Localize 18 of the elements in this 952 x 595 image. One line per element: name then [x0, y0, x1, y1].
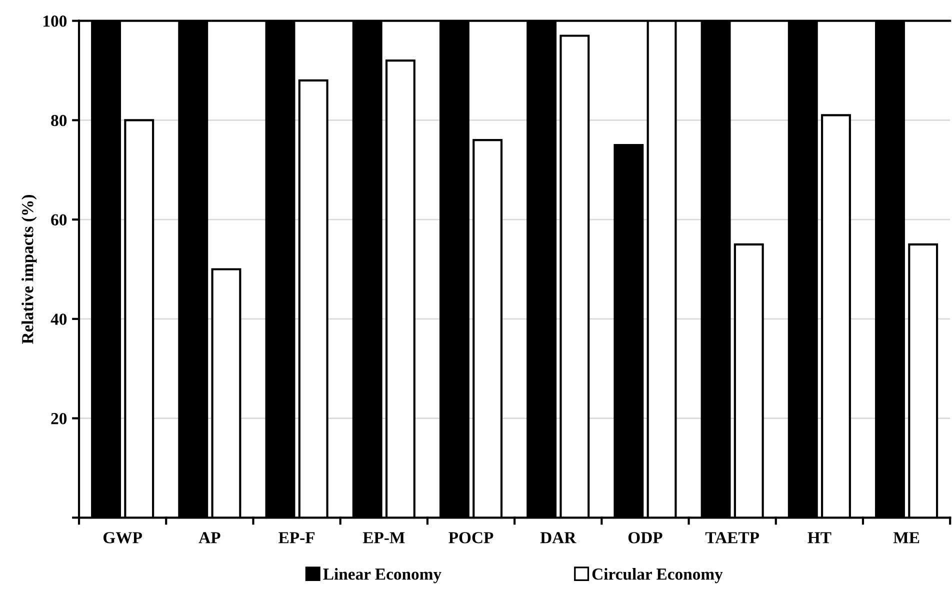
x-tick-label: POCP [448, 532, 494, 544]
y-tick-label: 40 [50, 314, 67, 325]
x-tick-label: GWP [103, 532, 142, 544]
x-tick-label: HT [808, 532, 832, 544]
x-tick-label: ME [893, 532, 920, 544]
y-tick-label: 80 [51, 114, 67, 126]
x-tick-label: EP-F [278, 532, 315, 544]
y-axis-title: Relative impacts (%) [22, 194, 37, 344]
y-tick-label: 60 [51, 214, 67, 226]
x-tick-label: AP [198, 532, 220, 544]
y-tick-label: 100 [44, 16, 67, 27]
x-tick-label: ODP [628, 532, 662, 544]
legend-label: Circular Economy [592, 568, 723, 584]
legend-label: Linear Economy [323, 568, 442, 584]
x-tick-label: TAETP [705, 532, 760, 544]
x-tick-label: EP-M [362, 532, 405, 544]
y-tick-label: 20 [51, 412, 67, 424]
x-tick-label: DAR [540, 532, 576, 544]
